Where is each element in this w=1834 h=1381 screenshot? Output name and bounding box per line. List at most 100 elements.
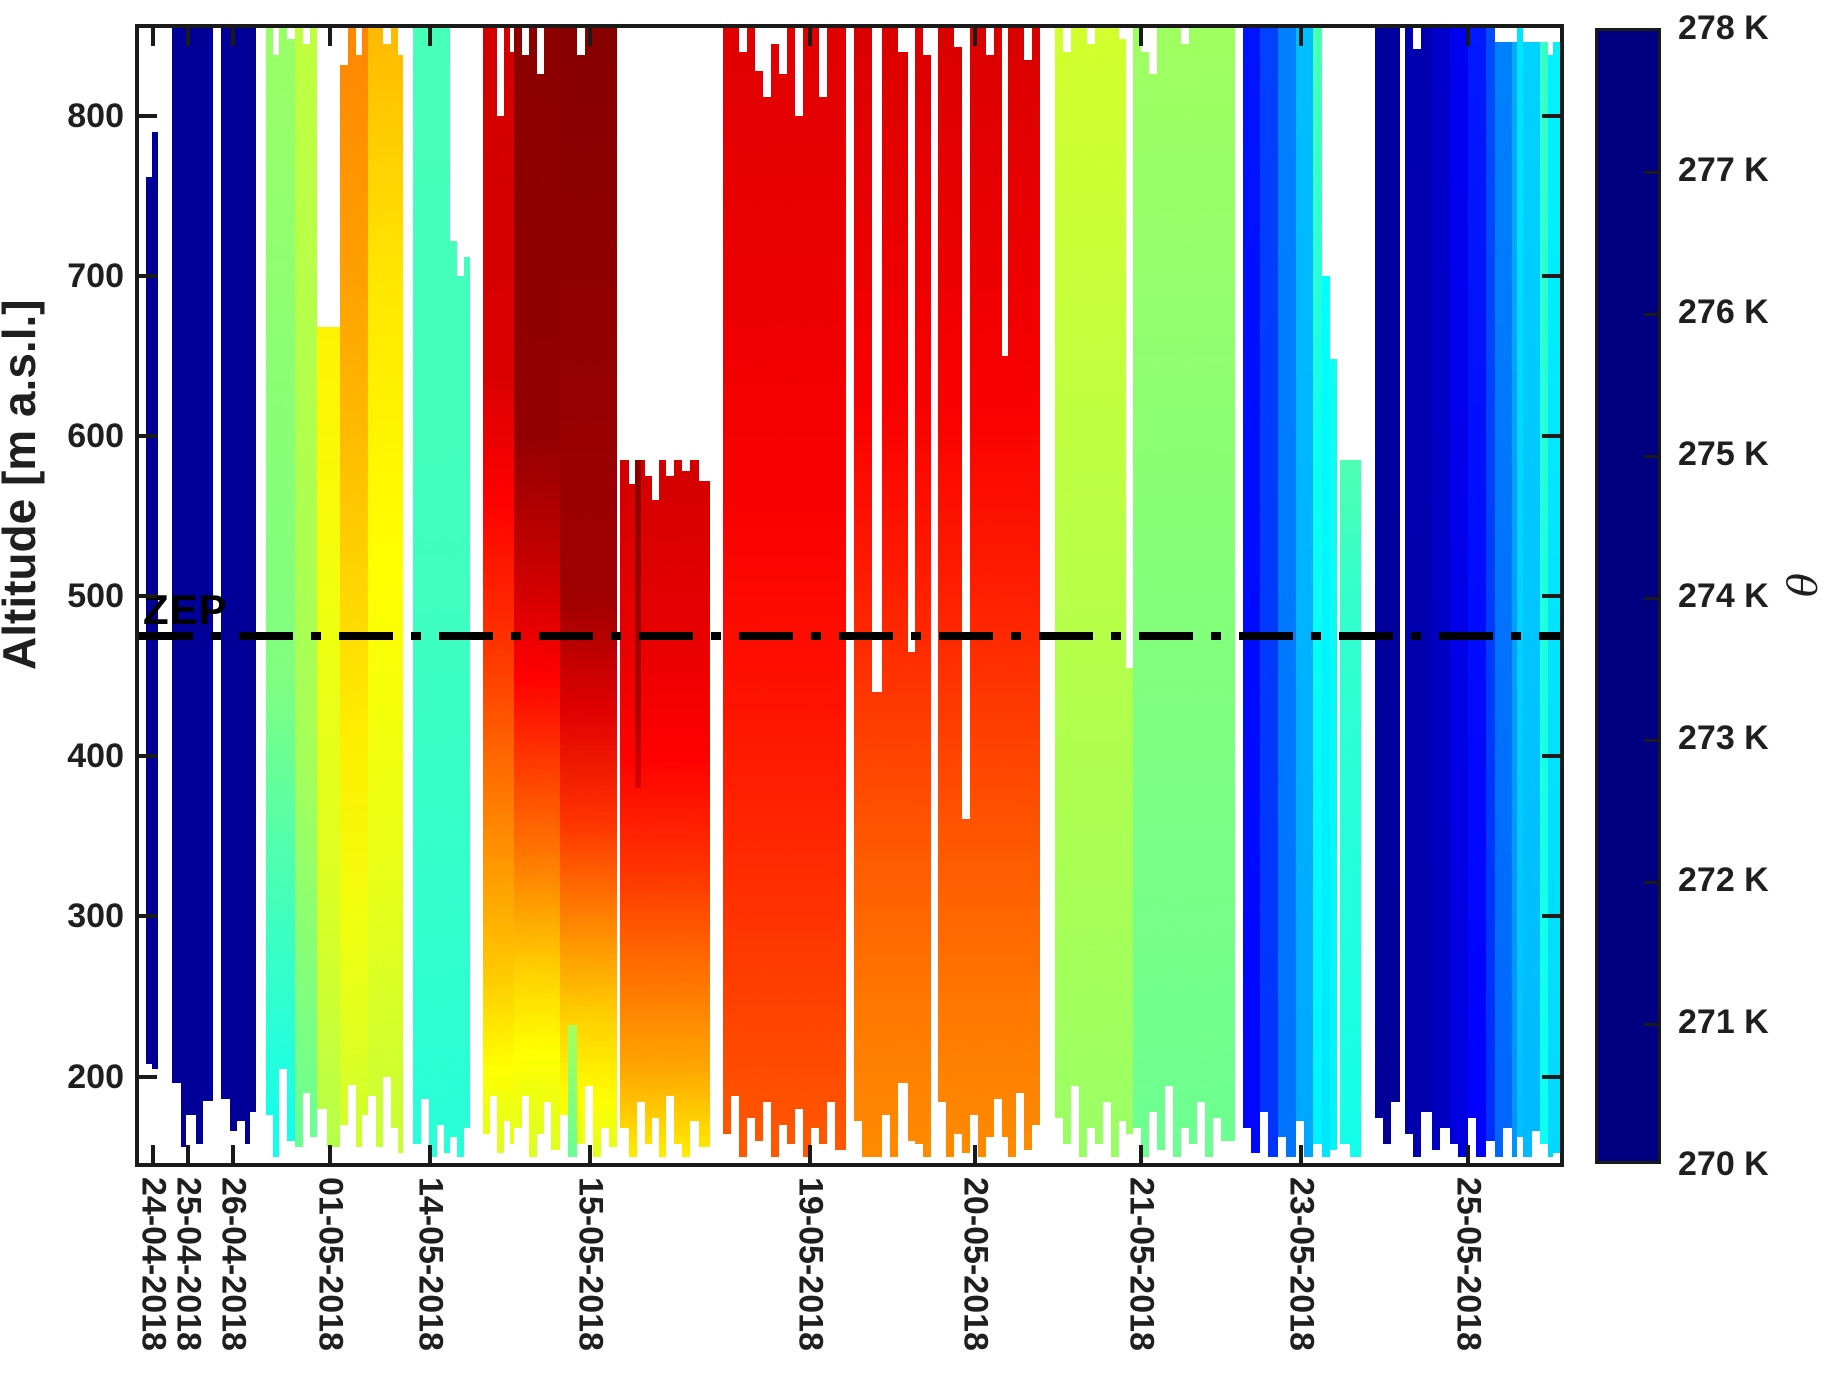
colorbar-tick-mark — [1644, 881, 1658, 884]
x-tick-label: 15-05-2018 — [571, 1177, 610, 1351]
heatmap-column — [529, 28, 537, 1157]
heatmap-column — [1205, 28, 1213, 1157]
heatmap-column — [835, 28, 846, 1151]
heatmap-column — [295, 28, 303, 1147]
heatmap-column — [537, 74, 544, 1135]
heatmap-column — [1413, 48, 1421, 1157]
tick-mark — [1542, 914, 1560, 919]
tick-mark — [1542, 114, 1560, 119]
tick-mark — [1542, 1074, 1560, 1079]
x-tick-label: 25-05-2018 — [1449, 1177, 1488, 1351]
heatmap-column — [398, 55, 403, 1154]
heatmap-column — [811, 28, 819, 1128]
tick-mark — [1542, 434, 1560, 439]
y-tick-label: 600 — [67, 417, 124, 456]
zep-label: ZEP — [143, 586, 228, 633]
heatmap-column — [551, 28, 560, 1151]
heatmap-column — [898, 52, 908, 1083]
heatmap-column — [795, 116, 803, 1109]
heatmap-column — [151, 132, 158, 1069]
heatmap-column — [317, 327, 327, 1109]
heatmap-column — [585, 28, 593, 1087]
heatmap-column — [327, 327, 340, 1147]
heatmap-column — [413, 28, 421, 1144]
heatmap-column — [504, 28, 510, 1122]
heatmap-column — [986, 55, 994, 1138]
heatmap-column — [1071, 28, 1079, 1087]
heatmap-column — [181, 28, 186, 1147]
heatmap-column — [266, 28, 273, 1115]
x-tick-label: 26-04-2018 — [214, 1177, 253, 1351]
heatmap-column — [1296, 28, 1304, 1122]
heatmap-column — [310, 28, 317, 1138]
heatmap-column — [1512, 42, 1517, 1157]
x-tick-label: 19-05-2018 — [791, 1177, 830, 1351]
zep-line — [139, 632, 1560, 640]
heatmap-column — [514, 28, 522, 1128]
heatmap-column — [1383, 28, 1391, 1144]
heatmap-column — [609, 28, 617, 1147]
heatmap-column — [1126, 668, 1133, 1135]
x-tick-label: 23-05-2018 — [1282, 1177, 1321, 1351]
heatmap-column — [739, 52, 747, 1157]
heatmap-column — [237, 28, 245, 1122]
heatmap-column — [1133, 28, 1141, 1128]
heatmap-column — [1286, 28, 1296, 1157]
heatmap-column — [915, 28, 923, 1144]
x-tick-label: 14-05-2018 — [411, 1177, 450, 1351]
colorbar-tick-label: 276 K — [1678, 293, 1769, 331]
tick-mark — [1542, 274, 1560, 279]
heatmap-column — [1181, 44, 1189, 1128]
heatmap-column — [444, 28, 450, 1154]
heatmap-column — [666, 476, 674, 1096]
heatmap-column — [994, 28, 1002, 1099]
heatmap-column — [1313, 28, 1322, 1144]
heatmap-column — [287, 39, 295, 1141]
colorbar-tick-label: 278 K — [1678, 9, 1769, 47]
heatmap-column — [1450, 28, 1458, 1144]
plot-area: ZEP — [135, 24, 1564, 1167]
x-tick-label: 21-05-2018 — [1122, 1177, 1161, 1351]
tick-mark — [186, 1145, 190, 1163]
heatmap-column — [1008, 28, 1016, 1157]
tick-mark — [1466, 28, 1470, 46]
heatmap-column — [970, 28, 978, 1115]
heatmap-column — [882, 28, 890, 1115]
x-tick-label: 20-05-2018 — [956, 1177, 995, 1351]
heatmap-column — [787, 28, 795, 1144]
heatmap-column — [593, 28, 601, 1157]
heatmap-column — [145, 176, 152, 1064]
colorbar-tick-mark — [1644, 597, 1658, 600]
heatmap-column — [429, 28, 437, 1157]
heatmap-column — [340, 64, 348, 1125]
heatmap-column — [1421, 28, 1432, 1112]
tick-mark — [139, 434, 157, 439]
heatmap-column — [1486, 28, 1495, 1141]
heatmap-column — [1517, 28, 1523, 1138]
colorbar-title-theta: θ — [1777, 572, 1824, 598]
heatmap-column — [391, 28, 398, 1128]
colorbar-tick-mark — [1644, 1023, 1658, 1026]
heatmap-column — [186, 28, 196, 1115]
heatmap-column — [699, 481, 710, 1147]
tick-mark — [139, 754, 157, 759]
tick-mark — [151, 1145, 155, 1163]
heatmap-column — [747, 28, 755, 1119]
tick-mark — [1542, 594, 1560, 599]
tick-mark — [139, 594, 157, 599]
heatmap — [139, 28, 1560, 1163]
heatmap-column — [1349, 460, 1361, 1157]
heatmap-column — [1321, 276, 1330, 1157]
tick-mark — [1466, 1145, 1470, 1163]
heatmap-column — [1156, 28, 1165, 1151]
heatmap-column — [827, 28, 835, 1103]
heatmap-column — [954, 47, 962, 1135]
tick-mark — [139, 114, 157, 119]
tick-mark — [139, 914, 157, 919]
heatmap-column — [383, 44, 391, 1077]
colorbar-tick-label: 271 K — [1678, 1003, 1769, 1041]
heatmap-column — [172, 28, 181, 1083]
tick-mark — [588, 1145, 592, 1163]
heatmap-column — [457, 276, 464, 1157]
